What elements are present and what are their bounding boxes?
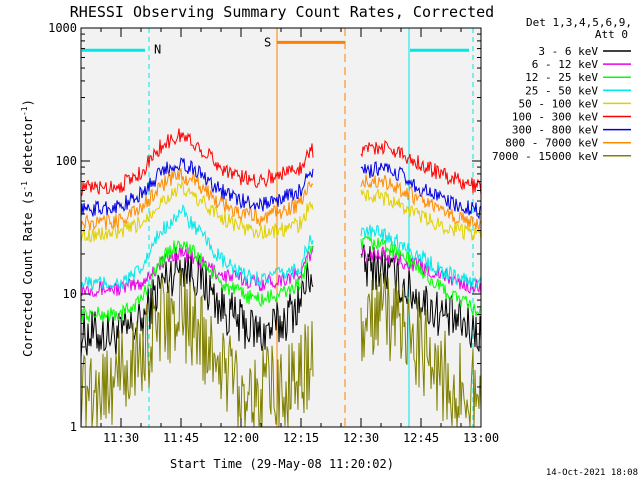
series-9 <box>80 269 482 428</box>
series-line-6-before-gap <box>80 128 314 197</box>
series-line-8-before-gap <box>80 167 314 232</box>
legend-label: 50 - 100 keV <box>519 97 599 110</box>
y-tick-label: 100 <box>55 154 77 168</box>
y-tick-label: 1000 <box>48 21 77 35</box>
legend-label: 7000 - 15000 keV <box>492 150 598 163</box>
series-3 <box>80 235 482 323</box>
y-tick-label: 10 <box>63 287 77 301</box>
series-line-4-before-gap <box>80 203 314 292</box>
series-line-4-after-gap <box>360 224 482 289</box>
series-line-9-after-gap <box>360 273 482 428</box>
x-tick-label: 12:00 <box>223 431 259 445</box>
series-line-5-after-gap <box>360 188 482 241</box>
series-line-5-before-gap <box>80 180 314 243</box>
axes: 11:30 11:45 12:00 12:15 12:30 12:45 13:00 1 10 10… <box>48 21 499 445</box>
series-line-7-before-gap <box>80 157 314 218</box>
saa-label: S <box>264 35 271 49</box>
chart-title: RHESSI Observing Summary Count Rates, Co… <box>70 3 494 21</box>
x-tick-label: 12:45 <box>403 431 439 445</box>
series-4 <box>80 203 482 292</box>
series-group <box>80 128 482 428</box>
legend-label: 800 - 7000 keV <box>505 137 598 150</box>
series-8 <box>80 167 482 232</box>
y-axis-label-mid: detector <box>21 116 35 181</box>
x-axis-label: Start Time (29-May-08 11:20:02) <box>170 457 394 471</box>
x-tick-label: 12:15 <box>283 431 319 445</box>
y-axis-label-sup2: -1 <box>20 106 29 116</box>
footer-timestamp: 14-Oct-2021 18:08 <box>546 468 638 478</box>
x-tick-label: 11:45 <box>163 431 199 445</box>
legend-header-line2: Att 0 <box>595 28 628 41</box>
y-axis-label-sup1: -1 <box>20 181 29 191</box>
series-line-3-before-gap <box>80 240 314 323</box>
series-line-6-after-gap <box>360 139 482 196</box>
series-line-9-before-gap <box>80 269 314 428</box>
legend-label: 25 - 50 keV <box>525 84 598 97</box>
series-7 <box>80 157 482 221</box>
x-tick-label: 12:30 <box>343 431 379 445</box>
series-5 <box>80 180 482 243</box>
y-axis-label-main: Corrected Count Rate (s <box>21 191 35 357</box>
legend-label: 3 - 6 keV <box>538 45 598 58</box>
series-line-1-after-gap <box>360 244 482 352</box>
series-line-3-after-gap <box>360 235 482 317</box>
x-tick-label: 13:00 <box>463 431 499 445</box>
legend-label: 100 - 300 keV <box>512 111 598 124</box>
y-axis-label-end: ) <box>21 99 35 106</box>
x-tick-label: 11:30 <box>103 431 139 445</box>
series-6 <box>80 128 482 197</box>
night-label: N <box>154 42 161 56</box>
legend-label: 6 - 12 keV <box>532 58 599 71</box>
legend-header-line1: Det 1,3,4,5,6,9, <box>526 16 632 29</box>
legend-label: 300 - 800 keV <box>512 124 598 137</box>
series-line-7-after-gap <box>360 161 482 221</box>
y-tick-label: 1 <box>70 420 77 434</box>
legend-label: 12 - 25 keV <box>525 71 598 84</box>
series-line-8-after-gap <box>360 174 482 232</box>
y-axis-label: Corrected Count Rate (s-1 detector-1) <box>20 99 35 357</box>
